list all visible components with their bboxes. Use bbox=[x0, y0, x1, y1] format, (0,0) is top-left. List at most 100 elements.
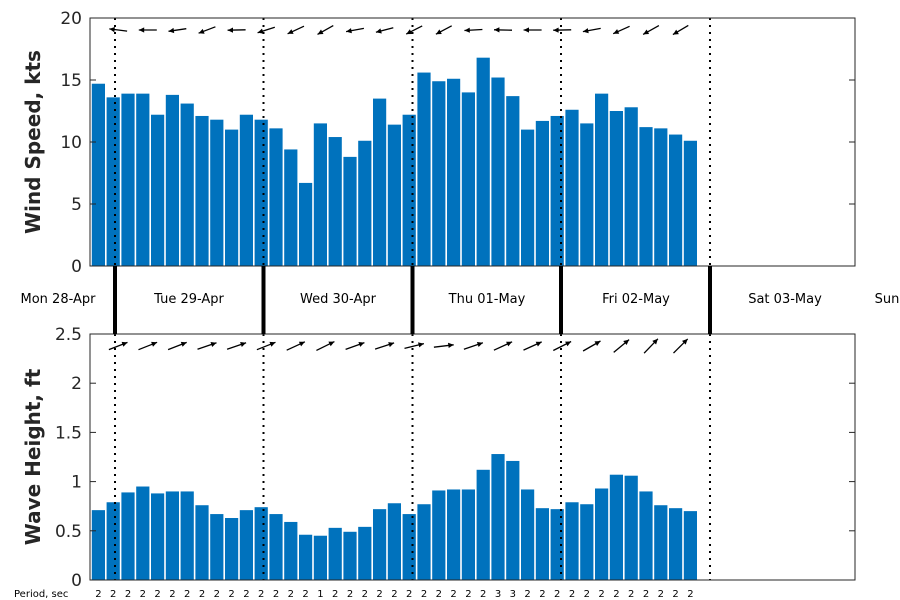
period-value: 2 bbox=[687, 589, 693, 600]
bar bbox=[447, 489, 461, 580]
arrow-head bbox=[328, 341, 335, 347]
arrow-head bbox=[151, 341, 158, 347]
bar bbox=[284, 521, 298, 580]
period-value: 2 bbox=[243, 589, 249, 600]
bar bbox=[417, 504, 431, 580]
arrow-head bbox=[210, 342, 217, 347]
bar bbox=[506, 96, 520, 267]
bar bbox=[373, 98, 387, 266]
arrow-head bbox=[476, 342, 483, 347]
period-value: 2 bbox=[554, 589, 560, 600]
period-value: 2 bbox=[273, 589, 279, 600]
period-value: 2 bbox=[302, 589, 308, 600]
arrow-head bbox=[435, 29, 442, 35]
period-value: 3 bbox=[495, 589, 501, 600]
bar bbox=[624, 475, 638, 580]
bar bbox=[121, 93, 135, 266]
bar bbox=[447, 78, 461, 266]
y-tick-label: 15 bbox=[60, 71, 82, 91]
arrow-head bbox=[317, 29, 324, 35]
y-tick-label: 20 bbox=[60, 9, 82, 29]
period-value: 2 bbox=[643, 589, 649, 600]
period-value: 2 bbox=[539, 589, 545, 600]
arrow-head bbox=[287, 29, 294, 34]
bar bbox=[239, 114, 253, 266]
bar bbox=[225, 129, 239, 266]
period-value: 2 bbox=[658, 589, 664, 600]
bar bbox=[269, 128, 283, 266]
bar bbox=[106, 97, 120, 266]
period-value: 1 bbox=[317, 589, 323, 600]
bar bbox=[669, 134, 683, 266]
bar bbox=[313, 123, 327, 267]
bar bbox=[358, 526, 372, 580]
arrow-head bbox=[138, 27, 145, 33]
bar bbox=[669, 508, 683, 580]
bar bbox=[580, 123, 594, 267]
arrow-head bbox=[672, 29, 679, 35]
arrow-head bbox=[346, 28, 352, 34]
bar bbox=[461, 92, 475, 267]
bar bbox=[595, 93, 609, 266]
day-label: Thu 01-May bbox=[448, 292, 526, 307]
y-tick-label: 2.5 bbox=[55, 325, 82, 345]
day-label: Sun bbox=[875, 292, 900, 307]
bar bbox=[151, 114, 165, 266]
bar bbox=[284, 149, 298, 266]
bar bbox=[387, 124, 401, 266]
arrow-head bbox=[240, 342, 247, 347]
bar bbox=[491, 454, 505, 580]
bar bbox=[683, 511, 697, 580]
bar bbox=[535, 120, 549, 266]
arrow-head bbox=[565, 341, 572, 347]
y-tick-label: 1 bbox=[71, 473, 82, 493]
bar bbox=[343, 156, 357, 266]
period-value: 2 bbox=[450, 589, 456, 600]
arrow-head bbox=[553, 27, 559, 33]
bar bbox=[491, 77, 505, 267]
bar bbox=[106, 502, 120, 580]
period-value: 2 bbox=[169, 589, 175, 600]
day-label: Wed 30-Apr bbox=[300, 292, 377, 307]
period-value: 2 bbox=[288, 589, 294, 600]
arrow-head bbox=[494, 27, 500, 33]
bar bbox=[461, 489, 475, 580]
arrow-head bbox=[406, 29, 413, 35]
bar bbox=[269, 514, 283, 580]
bar bbox=[506, 460, 520, 580]
arrow-head bbox=[180, 341, 187, 347]
day-labels-band: Mon 28-Apr Tue 29-Apr Wed 30-Apr Thu 01-May… bbox=[21, 266, 900, 334]
day-label: Sat 03-May bbox=[748, 292, 822, 307]
bar bbox=[358, 140, 372, 266]
bar bbox=[151, 493, 165, 580]
bar bbox=[195, 115, 209, 267]
bar bbox=[476, 57, 490, 267]
arrow-head bbox=[358, 342, 365, 347]
y-tick-label: 10 bbox=[60, 133, 82, 153]
bar bbox=[91, 83, 105, 266]
period-value: 3 bbox=[510, 589, 516, 600]
arrow-head bbox=[168, 27, 175, 34]
bar bbox=[476, 469, 490, 580]
period-value: 2 bbox=[228, 589, 234, 600]
bar bbox=[432, 81, 446, 267]
period-value: 2 bbox=[184, 589, 190, 600]
bar bbox=[565, 109, 579, 266]
arrow-head bbox=[388, 342, 395, 348]
period-value: 2 bbox=[199, 589, 205, 600]
bar bbox=[195, 505, 209, 580]
bar bbox=[432, 490, 446, 580]
arrow-head bbox=[227, 27, 233, 33]
period-value: 2 bbox=[214, 589, 220, 600]
bar bbox=[402, 114, 416, 266]
period-value: 2 bbox=[524, 589, 530, 600]
period-value: 2 bbox=[362, 589, 368, 600]
bar bbox=[521, 489, 535, 580]
bar bbox=[136, 486, 150, 580]
y-tick-label: 0.5 bbox=[55, 522, 82, 542]
bar bbox=[91, 510, 105, 580]
bar bbox=[225, 518, 239, 580]
y-axis-label: Wave Height, ft bbox=[21, 368, 45, 545]
bar bbox=[121, 492, 135, 580]
y-tick-label: 0 bbox=[71, 257, 82, 277]
